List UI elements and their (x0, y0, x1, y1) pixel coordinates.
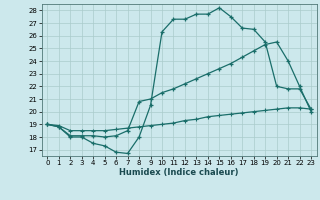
X-axis label: Humidex (Indice chaleur): Humidex (Indice chaleur) (119, 168, 239, 177)
